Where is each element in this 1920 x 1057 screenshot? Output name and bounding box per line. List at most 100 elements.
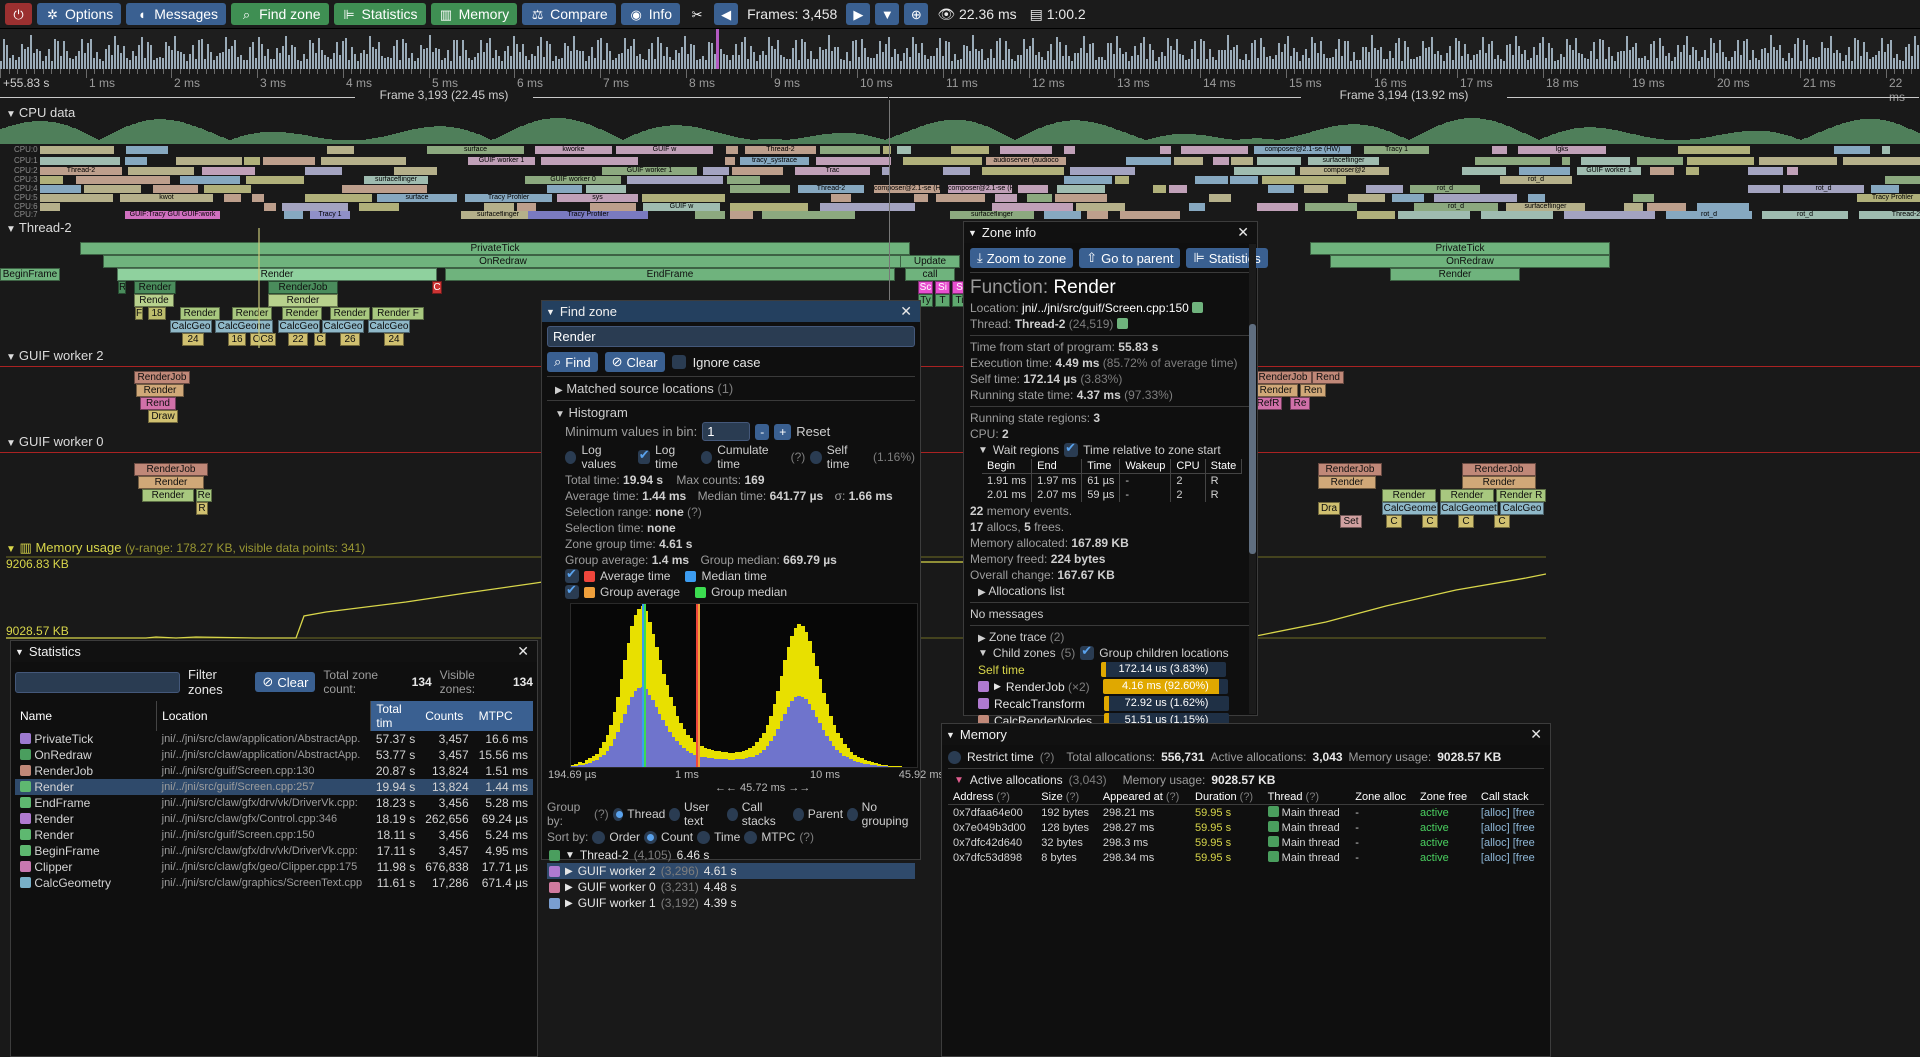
chevron-down-icon[interactable]: ▼: [555, 409, 565, 420]
cpu-core-zone[interactable]: rot_d: [1414, 203, 1498, 211]
chevron-right-icon[interactable]: ▶: [978, 587, 986, 598]
cpu-core-zone[interactable]: [153, 185, 198, 193]
statistics-button[interactable]: ⊫ Statistics: [333, 3, 426, 25]
chevron-right-icon[interactable]: ▶: [994, 681, 1001, 691]
cpu-core-zone[interactable]: [883, 146, 891, 154]
timeline-zone[interactable]: RenderJob: [1318, 463, 1382, 476]
timeline-zone[interactable]: Render: [1390, 268, 1520, 281]
cpu-core-zone[interactable]: [40, 146, 114, 154]
timeline-zone[interactable]: RenderJob: [1254, 371, 1312, 384]
cpu-core-zone[interactable]: [1357, 211, 1395, 219]
timeline-zone[interactable]: CalcGeome: [215, 320, 273, 333]
cpu-core-zone[interactable]: [1070, 167, 1135, 175]
cpu-core-zone[interactable]: [695, 211, 725, 219]
timeline-zone[interactable]: CalcGeo: [278, 320, 320, 333]
cpu-core-zone[interactable]: [1787, 167, 1798, 175]
table-row[interactable]: 0x7e049b3d00 128 bytes 298.27 ms 59.95 s Ma…: [953, 821, 1535, 834]
cpu-core-zone[interactable]: GUIF worker 0: [525, 176, 621, 184]
cpu-core-zone[interactable]: [1234, 167, 1295, 175]
timeline-zone[interactable]: BeginFrame: [0, 268, 60, 281]
cpu-core-zone[interactable]: [1126, 157, 1171, 165]
timeline-zone[interactable]: Render: [134, 281, 176, 294]
cpu-core-zone[interactable]: [1257, 203, 1298, 211]
compare-button[interactable]: ⚖ Compare: [522, 3, 616, 25]
memory-titlebar[interactable]: ▼ Memory ✕: [942, 724, 1550, 745]
cpu-core-zone[interactable]: [1885, 176, 1920, 184]
cpu-core-zone[interactable]: [1686, 167, 1699, 175]
cpu-core-zone[interactable]: [1120, 211, 1180, 219]
timeline-zone[interactable]: C: [1422, 515, 1438, 528]
wait-regions-label[interactable]: Wait regions: [992, 443, 1060, 457]
stat-column-header[interactable]: Counts: [420, 701, 474, 731]
group-children-checkbox[interactable]: [1080, 643, 1095, 660]
cumulate-time-hint[interactable]: (?): [790, 450, 806, 464]
messages-button[interactable]: ◖ Messages: [126, 3, 227, 25]
timeline-zone[interactable]: R: [196, 502, 208, 515]
cpu-core-zone[interactable]: [1759, 157, 1837, 165]
cpu-core-zone[interactable]: [1481, 211, 1553, 219]
table-row[interactable]: EndFrame jni/../jni/src/claw/gfx/drv/vk/D…: [15, 795, 533, 811]
cpu-core-zone[interactable]: [642, 194, 725, 202]
cpu-core-zone[interactable]: [1348, 194, 1385, 202]
timeline-zone[interactable]: 26: [340, 333, 360, 346]
close-icon[interactable]: ✕: [1530, 726, 1542, 742]
sort-by-hint[interactable]: (?): [799, 830, 814, 844]
timeline-zone[interactable]: PrivateTick: [80, 242, 910, 255]
memory-column-header[interactable]: Appeared at (?): [1097, 790, 1191, 805]
cpu-core-zone[interactable]: [590, 203, 636, 211]
cpu-core-zone[interactable]: [125, 157, 147, 165]
timeline-zone[interactable]: R: [118, 281, 126, 294]
cpu-core-zone[interactable]: lgks: [1518, 146, 1606, 154]
cpu-core-zone[interactable]: [305, 194, 372, 202]
min-values-decrement-button[interactable]: -: [755, 423, 770, 440]
cpu-core-zone[interactable]: GUIF w: [643, 203, 720, 211]
cpu-core-zone[interactable]: [1650, 167, 1674, 175]
cpu-core-zone[interactable]: [126, 146, 168, 154]
timeline-zone[interactable]: Update: [900, 255, 960, 268]
sort-by-time-radio[interactable]: [697, 830, 711, 844]
timeline-zone[interactable]: Re: [1290, 397, 1310, 410]
memory-column-header[interactable]: Size (?): [1036, 790, 1098, 805]
cpu-core-zone[interactable]: [726, 146, 738, 154]
cpu-core-zone[interactable]: [727, 176, 760, 184]
cpu-core-zone[interactable]: [252, 194, 264, 202]
timeline-zone[interactable]: Render: [1462, 476, 1536, 489]
timeline-zone[interactable]: Render: [117, 268, 437, 281]
timeline-zone[interactable]: Si: [935, 281, 950, 294]
cpu-core-zone[interactable]: [40, 194, 113, 202]
timeline-zone[interactable]: RenderJob: [134, 371, 190, 384]
timeline-zone[interactable]: T: [935, 294, 950, 307]
cpu-core-zone[interactable]: surfaceflinger: [364, 176, 428, 184]
chevron-right-icon[interactable]: ▶: [978, 633, 986, 644]
timeline-zone[interactable]: C: [1386, 515, 1402, 528]
cpu-core-zone[interactable]: [1637, 157, 1683, 165]
cpu-core-zone[interactable]: [627, 176, 723, 184]
cpu-core-zone[interactable]: [1624, 203, 1643, 211]
find-zone-search-input[interactable]: [547, 326, 915, 347]
cpu-core-zone[interactable]: [732, 167, 783, 175]
chevron-icon[interactable]: ▶: [565, 881, 573, 893]
group-by-hint[interactable]: (?): [594, 807, 609, 821]
timeline-zone[interactable]: Render: [136, 384, 184, 397]
cpu-core-zone[interactable]: [1057, 185, 1105, 193]
statistics-clear-button[interactable]: ⊘ Clear: [255, 672, 316, 692]
timeline-zone[interactable]: C: [1458, 515, 1474, 528]
cpu-core-zone[interactable]: tracy_systrace: [740, 157, 809, 165]
cpu-core-zone[interactable]: [730, 185, 790, 193]
cpu-core-zone[interactable]: [1189, 203, 1205, 211]
cpu-core-zone[interactable]: GUIF worker 1: [602, 167, 697, 175]
timeline-zone[interactable]: C: [314, 333, 326, 346]
prev-frame-button[interactable]: ◀: [714, 3, 739, 25]
chevron-down-icon[interactable]: ▼: [6, 109, 16, 120]
cpu-core-zone[interactable]: Thread-2: [1859, 211, 1920, 219]
cpu-core-zone[interactable]: [40, 157, 120, 165]
next-frame-button[interactable]: ▶: [846, 3, 871, 25]
cpu-core-zone[interactable]: [1044, 211, 1081, 219]
group-by-call-stacks-radio[interactable]: [727, 807, 738, 821]
cpu-core-zone[interactable]: [1304, 185, 1328, 193]
table-row[interactable]: 0x7dfc53d898 8 bytes 298.34 ms 59.95 s Main…: [953, 851, 1535, 864]
memory-column-header[interactable]: Call stack: [1475, 790, 1544, 805]
timeline-zone[interactable]: RefR: [1254, 397, 1282, 410]
cpu-core-zone[interactable]: [1564, 211, 1655, 219]
frame-marker[interactable]: Frame 3,194 (13.92 ms): [889, 88, 1919, 106]
